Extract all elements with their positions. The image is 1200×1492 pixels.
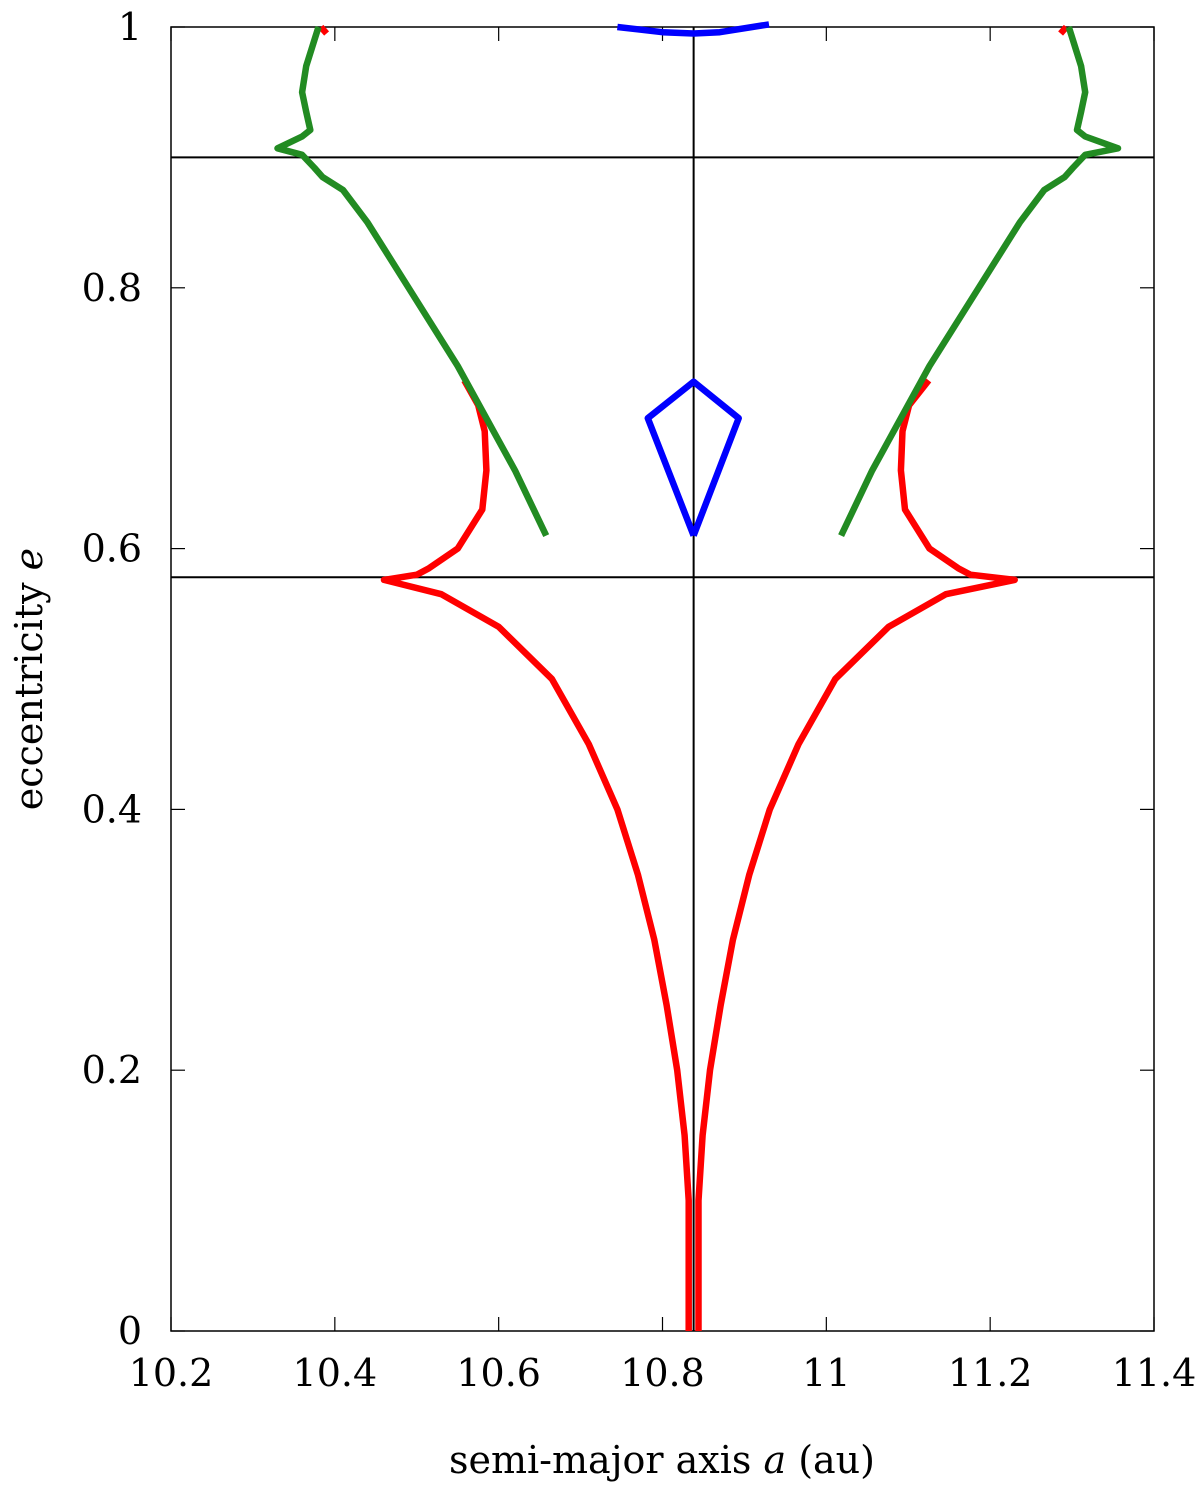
reference-lines xyxy=(171,27,1154,1331)
x-tick-label: 10.8 xyxy=(620,1351,705,1395)
series-line xyxy=(695,378,1018,1331)
series-line xyxy=(838,26,1122,537)
x-tick-label: 10.2 xyxy=(129,1351,214,1395)
y-tick-labels: 0 0.2 0.4 0.6 0.8 1 xyxy=(82,5,142,1353)
series-line xyxy=(318,24,330,36)
plot-frame xyxy=(170,26,1155,1332)
x-axis-label: semi-major axis a (au) xyxy=(449,1438,875,1482)
series-line xyxy=(380,378,692,1331)
x-tick-label: 11 xyxy=(802,1351,850,1395)
series-line xyxy=(1058,24,1069,36)
x-tick-label: 10.6 xyxy=(456,1351,541,1395)
x-axis-label-var: a xyxy=(763,1438,786,1482)
curves xyxy=(274,21,1122,1331)
y-tick-label: 0.2 xyxy=(82,1048,142,1092)
y-tick-label: 0.4 xyxy=(82,787,142,831)
x-tick-label: 10.4 xyxy=(293,1351,378,1395)
y-tick-label: 1 xyxy=(118,5,142,49)
y-axis-label: eccentricity e xyxy=(7,548,51,810)
y-tick-label: 0.6 xyxy=(82,527,142,571)
y-tick-label: 0 xyxy=(118,1309,142,1353)
x-axis-label-text: semi-major axis xyxy=(449,1438,751,1482)
series-line xyxy=(617,21,770,37)
x-axis-label-unit: (au) xyxy=(798,1438,875,1482)
series-line xyxy=(644,378,742,537)
y-axis-label-text: eccentricity xyxy=(7,582,51,810)
ticks xyxy=(170,26,1155,1332)
y-tick-label: 0.8 xyxy=(82,266,142,310)
y-axis-label-var: e xyxy=(7,548,51,571)
series-line xyxy=(274,26,550,538)
x-tick-label: 11.4 xyxy=(1112,1351,1197,1395)
x-tick-labels: 10.2 10.4 10.6 10.8 11 11.2 11.4 xyxy=(129,1351,1197,1395)
x-tick-label: 11.2 xyxy=(948,1351,1033,1395)
